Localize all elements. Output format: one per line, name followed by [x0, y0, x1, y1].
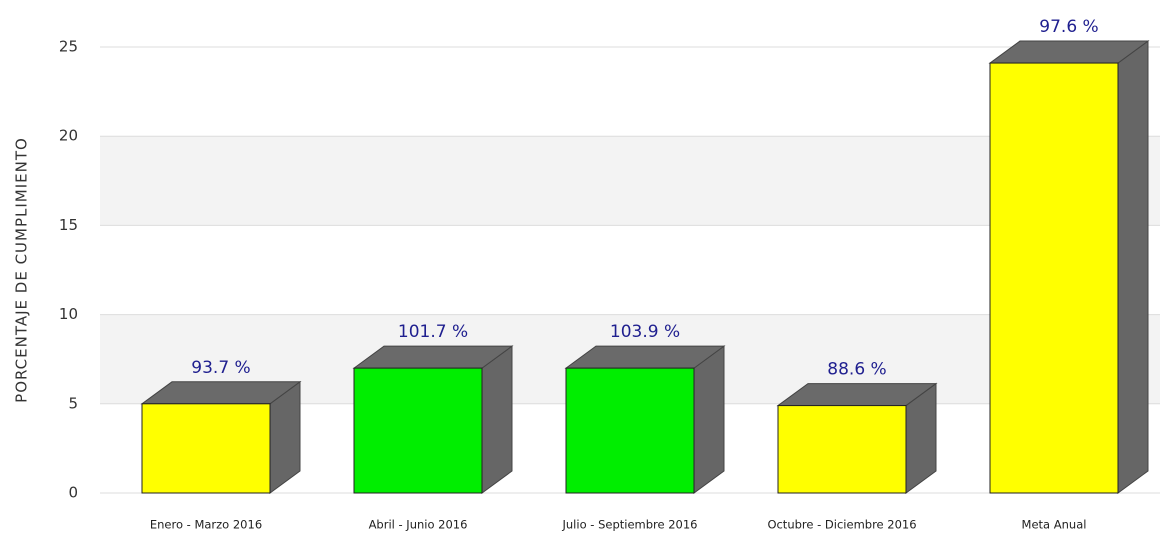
y-axis-label: PORCENTAJE DE CUMPLIMIENTO — [13, 137, 31, 403]
grid-band — [100, 136, 1160, 226]
bar — [141, 403, 271, 494]
y-tick-label: 20 — [59, 127, 78, 145]
bar-annotation: 101.7 % — [398, 322, 468, 342]
x-tick-label: Meta Anual — [1022, 518, 1087, 532]
bar-side — [693, 345, 725, 494]
bar-annotation: 93.7 % — [191, 358, 250, 378]
bar-annotation: 103.9 % — [610, 322, 680, 342]
x-tick-label: Enero - Marzo 2016 — [150, 518, 262, 532]
y-tick-label: 10 — [59, 305, 78, 323]
bar-annotation: 88.6 % — [827, 360, 886, 380]
bar-annotation: 97.6 % — [1039, 17, 1098, 37]
x-tick-label: Julio - Septiembre 2016 — [562, 518, 698, 532]
bar — [353, 367, 483, 494]
bar — [777, 405, 907, 494]
x-tick-label: Abril - Junio 2016 — [369, 518, 468, 532]
y-tick-label: 15 — [59, 216, 78, 234]
bar — [565, 367, 695, 494]
bar — [989, 62, 1119, 494]
y-tick-label: 0 — [68, 484, 78, 502]
y-tick-label: 25 — [59, 38, 78, 56]
y-tick-label: 5 — [68, 394, 78, 412]
bar-side — [1117, 40, 1149, 494]
bar-side — [481, 345, 513, 494]
x-tick-label: Octubre - Diciembre 2016 — [767, 518, 916, 532]
